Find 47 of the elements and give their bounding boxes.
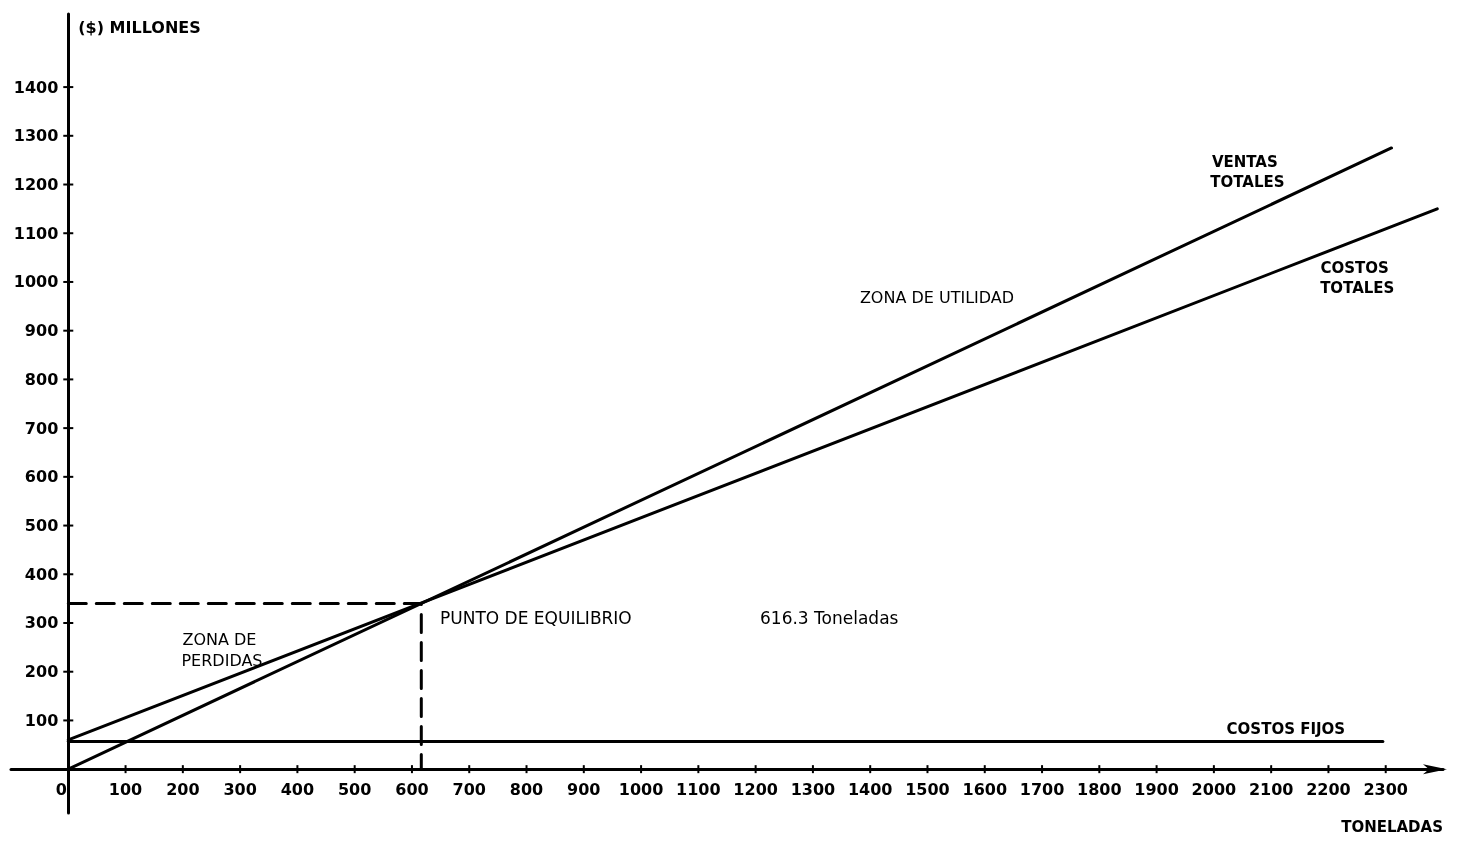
x-tick-label: 2000	[1191, 779, 1237, 799]
y-tick-label: 300	[24, 613, 59, 633]
x-tick-label: 1500	[905, 779, 950, 799]
y-tick-label: 700	[24, 418, 59, 438]
x-tick-label: 600	[395, 779, 429, 799]
x-tick-label: 2200	[1306, 779, 1351, 799]
x-tick-label: 200	[166, 779, 200, 799]
x-tick-label: 1200	[733, 779, 778, 799]
x-tick-label: 1100	[676, 779, 721, 799]
x-tick-label: 1800	[1077, 779, 1122, 799]
x-tick-label: 400	[280, 779, 315, 799]
y-tick-label: 100	[24, 710, 59, 730]
y-tick-label: 600	[24, 467, 59, 487]
annotation: ZONA DE UTILIDAD	[859, 287, 1015, 307]
x-tick-label: 900	[567, 779, 601, 799]
x-tick-label: 1000	[618, 779, 664, 799]
x-axis-title: TONELADAS	[1341, 817, 1443, 836]
y-tick-label: 900	[24, 321, 59, 341]
y-tick-label: 500	[24, 516, 59, 536]
x-tick-label: 1900	[1134, 779, 1179, 799]
y-tick-label: 1300	[13, 126, 59, 146]
x-tick-label: 2300	[1363, 779, 1408, 799]
x-tick-label: 1700	[1019, 779, 1065, 799]
x-tick-label: 1400	[847, 779, 893, 799]
x-tick-label: 1600	[962, 779, 1008, 799]
y-axis-title: ($) MILLONES	[78, 17, 201, 37]
x-tick-label: 0	[55, 779, 67, 799]
annotation: PUNTO DE EQUILIBRIO	[440, 608, 632, 628]
y-tick-label: 800	[24, 369, 59, 389]
y-tick-label: 1400	[13, 77, 59, 97]
x-tick-label: 2100	[1248, 779, 1294, 799]
series-label: VENTAS TOTALES	[1210, 152, 1285, 191]
y-tick-label: 1000	[13, 272, 59, 292]
x-tick-label: 300	[223, 779, 257, 799]
y-tick-label: 1100	[13, 223, 59, 243]
series-label: COSTOS FIJOS	[1226, 720, 1346, 739]
annotation: 616.3 Toneladas	[760, 608, 899, 628]
x-tick-label: 700	[452, 779, 486, 799]
annotation: ZONA DE PERDIDAS	[181, 630, 263, 670]
y-tick-label: 400	[24, 564, 59, 584]
y-tick-label: 1200	[13, 175, 59, 195]
y-tick-label: 200	[24, 662, 59, 682]
x-tick-label: 1300	[790, 779, 836, 799]
series-label: COSTOS TOTALES	[1320, 258, 1395, 297]
x-tick-label: 500	[337, 779, 372, 799]
x-tick-label: 800	[509, 779, 544, 799]
x-tick-label: 100	[108, 779, 143, 799]
